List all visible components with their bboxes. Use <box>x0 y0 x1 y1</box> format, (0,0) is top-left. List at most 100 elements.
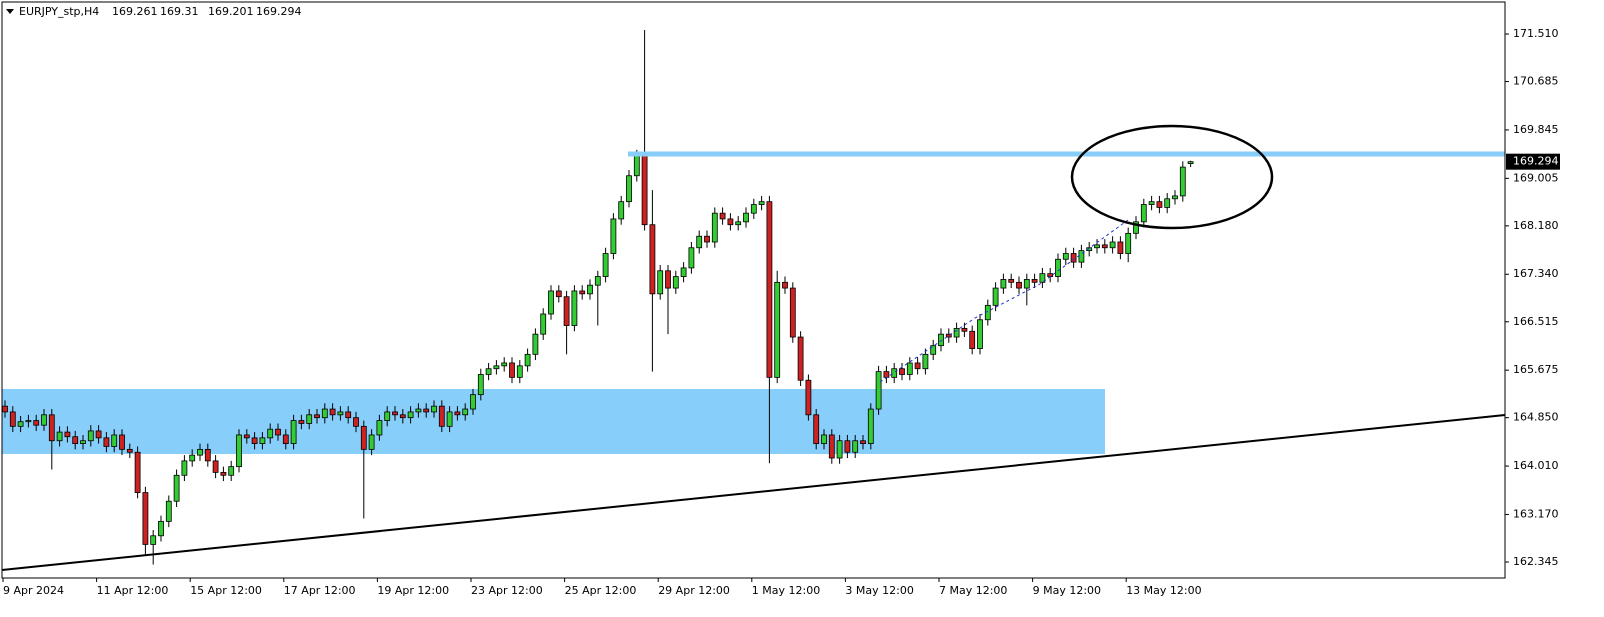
y-tick-label: 164.010 <box>1513 459 1559 472</box>
x-tick-label: 1 May 12:00 <box>752 584 820 597</box>
candle-body <box>150 535 157 545</box>
candle-body <box>774 281 781 378</box>
candle-body <box>1187 161 1194 164</box>
candle-body <box>1140 204 1147 223</box>
dropdown-arrow <box>6 9 14 14</box>
candle-body <box>454 411 461 416</box>
candle-body <box>41 414 47 426</box>
x-tick-label: 7 May 12:00 <box>939 584 1007 597</box>
y-tick-label: 164.850 <box>1513 411 1559 424</box>
candle-body <box>1086 247 1093 252</box>
candle-body <box>228 466 235 476</box>
candle-body <box>743 212 749 223</box>
header-low: 169.201 <box>208 5 254 18</box>
candle-body <box>899 368 905 375</box>
candle-body <box>407 411 414 419</box>
x-tick-label: 25 Apr 12:00 <box>565 584 637 597</box>
candle-body <box>368 434 375 450</box>
candle-body <box>626 175 632 203</box>
candle-body <box>95 430 102 439</box>
candle-body <box>485 368 492 375</box>
header: EURJPY_stp,H4 169.261 169.31 169.201 169… <box>6 5 302 18</box>
candle-body <box>548 290 554 315</box>
candle-body <box>571 290 578 326</box>
candle-body <box>384 411 391 421</box>
candle-body <box>867 408 874 445</box>
candle-body <box>314 414 320 419</box>
candle-body <box>25 420 32 423</box>
candle-body <box>1125 232 1132 254</box>
candle-body <box>251 437 258 445</box>
x-tick-label: 13 May 12:00 <box>1126 584 1201 597</box>
symbol: EURJPY_stp,H4 <box>19 5 99 18</box>
candle-body <box>1062 253 1069 260</box>
candle-body <box>860 440 866 445</box>
candle-body <box>852 440 859 453</box>
y-tick-label: 169.005 <box>1513 171 1559 184</box>
y-tick-label: 163.170 <box>1513 507 1559 520</box>
candle-body <box>360 425 367 450</box>
candle-body <box>805 379 812 416</box>
candle-body <box>165 500 172 522</box>
x-tick-label: 9 Apr 2024 <box>3 584 64 597</box>
candle-body <box>930 345 937 355</box>
candle-body <box>1172 195 1178 200</box>
candle-body <box>1179 166 1186 197</box>
candle-body <box>9 411 16 427</box>
candle-body <box>329 408 336 416</box>
candle-body <box>821 434 827 445</box>
candle-body <box>111 434 118 447</box>
candle-body <box>875 371 882 410</box>
candle-body <box>462 408 469 416</box>
candle-body <box>189 454 196 462</box>
candle-body <box>953 327 960 338</box>
candle-body <box>158 520 164 537</box>
candle-body <box>891 368 898 378</box>
candle-body <box>766 201 773 378</box>
candle-body <box>797 336 804 381</box>
candle-body <box>1016 281 1022 289</box>
candle-body <box>1008 279 1015 283</box>
x-tick-label: 17 Apr 12:00 <box>284 584 356 597</box>
trend-line <box>1 414 1506 571</box>
candle-body <box>220 472 227 476</box>
candle-body <box>290 420 297 445</box>
candle-body <box>181 460 188 476</box>
y-tick-label: 165.675 <box>1513 363 1559 376</box>
candle-body <box>844 440 851 453</box>
candle-body <box>696 235 703 249</box>
candle-body <box>197 448 203 456</box>
candle-body <box>1039 273 1046 283</box>
candle-body <box>446 411 453 427</box>
candle-body <box>1133 221 1139 234</box>
candle-body <box>2 405 8 413</box>
candle-body <box>680 267 687 277</box>
candle-body <box>64 431 71 438</box>
candle-body <box>236 434 242 468</box>
candle-body <box>376 420 383 436</box>
candle-body <box>431 405 437 413</box>
candle-body <box>961 327 968 332</box>
candle-body <box>1164 198 1171 208</box>
candle-body <box>1070 253 1077 263</box>
x-tick-label: 19 Apr 12:00 <box>377 584 449 597</box>
header-close: 169.294 <box>256 5 302 18</box>
candle-body <box>493 365 500 370</box>
candle-body <box>204 448 211 462</box>
candle-body <box>173 474 180 502</box>
candle-body <box>813 414 820 445</box>
candle-body <box>267 428 274 439</box>
candles <box>2 29 1194 565</box>
y-tick-label: 162.345 <box>1513 555 1559 568</box>
candle-body <box>1031 279 1038 283</box>
candle-body <box>938 333 944 347</box>
candle-body <box>80 440 86 445</box>
candle-body <box>48 414 55 442</box>
candle-body <box>17 421 24 427</box>
candle-body <box>727 218 734 226</box>
candle-body <box>306 414 313 424</box>
candle-body <box>540 313 547 335</box>
x-tick-label: 15 Apr 12:00 <box>190 584 262 597</box>
candle-body <box>594 276 601 286</box>
candle-body <box>555 290 562 298</box>
